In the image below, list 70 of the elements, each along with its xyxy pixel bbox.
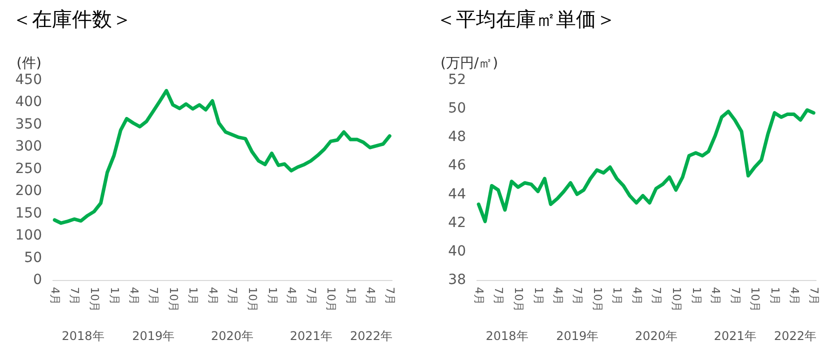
line-series bbox=[476, 108, 816, 224]
text: 2019年 bbox=[556, 329, 599, 343]
x-tick-label: 7月 bbox=[728, 287, 742, 305]
text: 2022年 bbox=[774, 329, 817, 343]
chart-title: ＜在庫件数＞ bbox=[12, 7, 132, 31]
line-series bbox=[52, 88, 392, 225]
x-tick-label: 7月 bbox=[68, 287, 82, 305]
x-tick-label: 4月 bbox=[285, 287, 298, 305]
y-tick-label: 300 bbox=[15, 138, 42, 155]
x-tick-label: 1月 bbox=[768, 287, 782, 305]
y-tick-label: 100 bbox=[15, 228, 42, 244]
y-tick-label: 0 bbox=[33, 272, 42, 288]
y-tick-label: 350 bbox=[15, 116, 42, 132]
x-tick-label: 1月 bbox=[266, 287, 279, 305]
x-tick-label: 7月 bbox=[808, 287, 821, 305]
y-tick-label: 200 bbox=[15, 183, 42, 200]
x-tick-label: 4月 bbox=[472, 287, 486, 305]
x-tick-label: 7月 bbox=[571, 287, 584, 305]
x-tick-label: 4月 bbox=[206, 287, 220, 305]
x-tick-label: 10月 bbox=[748, 287, 762, 312]
x-tick-label: 4月 bbox=[709, 287, 722, 305]
x-tick-label: 1月 bbox=[108, 287, 121, 305]
x-tick-label: 4月 bbox=[48, 287, 62, 305]
text: 2020年 bbox=[634, 329, 678, 343]
x-tick-label: 10月 bbox=[670, 287, 683, 312]
y-tick-label: 42 bbox=[448, 214, 466, 231]
x-tick-label: 1月 bbox=[532, 287, 545, 305]
text: 2022年 bbox=[350, 329, 393, 343]
x-tick-label: 7月 bbox=[147, 287, 160, 305]
x-tick-label: 1月 bbox=[690, 287, 703, 305]
x-tick-label: 7月 bbox=[226, 287, 240, 305]
y-tick-label: 44 bbox=[448, 186, 466, 202]
y-tick-label: 52 bbox=[448, 72, 466, 88]
x-tick-label: 4月 bbox=[127, 287, 140, 305]
x-tick-label: 10月 bbox=[166, 287, 180, 312]
x-tick-label: 10月 bbox=[512, 287, 526, 312]
text: 2018年 bbox=[62, 329, 104, 343]
x-tick-label: 7月 bbox=[304, 287, 318, 305]
x-tick-label: 10月 bbox=[88, 287, 102, 312]
x-tick-label: 4月 bbox=[630, 287, 644, 305]
y-tick-label: 38 bbox=[448, 272, 466, 288]
x-tick-label: 4月 bbox=[551, 287, 564, 305]
x-tick-label: 7月 bbox=[650, 287, 664, 305]
y-tick-label: 250 bbox=[15, 160, 42, 177]
x-tick-label: 7月 bbox=[492, 287, 506, 305]
text: 2021年 bbox=[714, 329, 756, 343]
y-tick-label: 450 bbox=[15, 72, 42, 88]
text: 2021年 bbox=[290, 329, 332, 343]
x-tick-label: 1月 bbox=[610, 287, 624, 305]
text: 2020年 bbox=[210, 329, 254, 343]
text: 2019年 bbox=[132, 329, 175, 343]
x-tick-label: 7月 bbox=[384, 287, 397, 305]
text: 2018年 bbox=[486, 329, 528, 343]
y-tick-label: 50 bbox=[448, 100, 466, 117]
y-tick-label: 46 bbox=[448, 158, 466, 174]
x-tick-label: 1月 bbox=[344, 287, 358, 305]
x-tick-label: 10月 bbox=[246, 287, 259, 312]
y-tick-label: 40 bbox=[448, 243, 466, 260]
y-tick-label: 50 bbox=[24, 250, 42, 266]
x-tick-label: 10月 bbox=[324, 287, 338, 312]
y-tick-label: 150 bbox=[15, 205, 42, 222]
y-tick-label: 48 bbox=[448, 129, 466, 146]
y-axis-title: (件) bbox=[16, 56, 42, 72]
x-tick-label: 4月 bbox=[788, 287, 801, 305]
chart-title: ＜平均在庫㎡単価＞ bbox=[436, 7, 616, 31]
x-tick-label: 4月 bbox=[364, 287, 377, 305]
x-tick-label: 10月 bbox=[590, 287, 604, 312]
y-tick-label: 400 bbox=[15, 94, 42, 110]
y-axis-title: (万円/㎡) bbox=[440, 56, 498, 72]
x-tick-label: 1月 bbox=[186, 287, 200, 305]
